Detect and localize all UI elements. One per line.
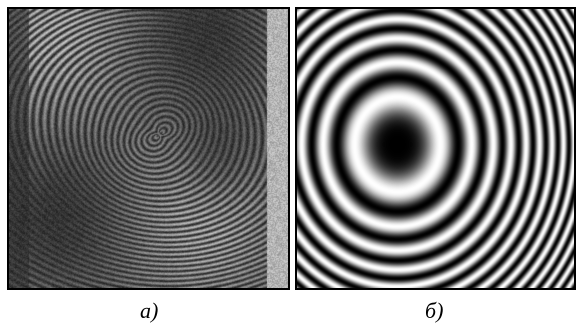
fingerprint-image-panel [7, 7, 290, 290]
caption-a: а) [140, 298, 159, 323]
concentric-rings-image-panel [295, 7, 576, 290]
caption-b: б) [425, 298, 444, 323]
concentric-rings-image [297, 9, 574, 288]
fingerprint-image [9, 9, 288, 288]
